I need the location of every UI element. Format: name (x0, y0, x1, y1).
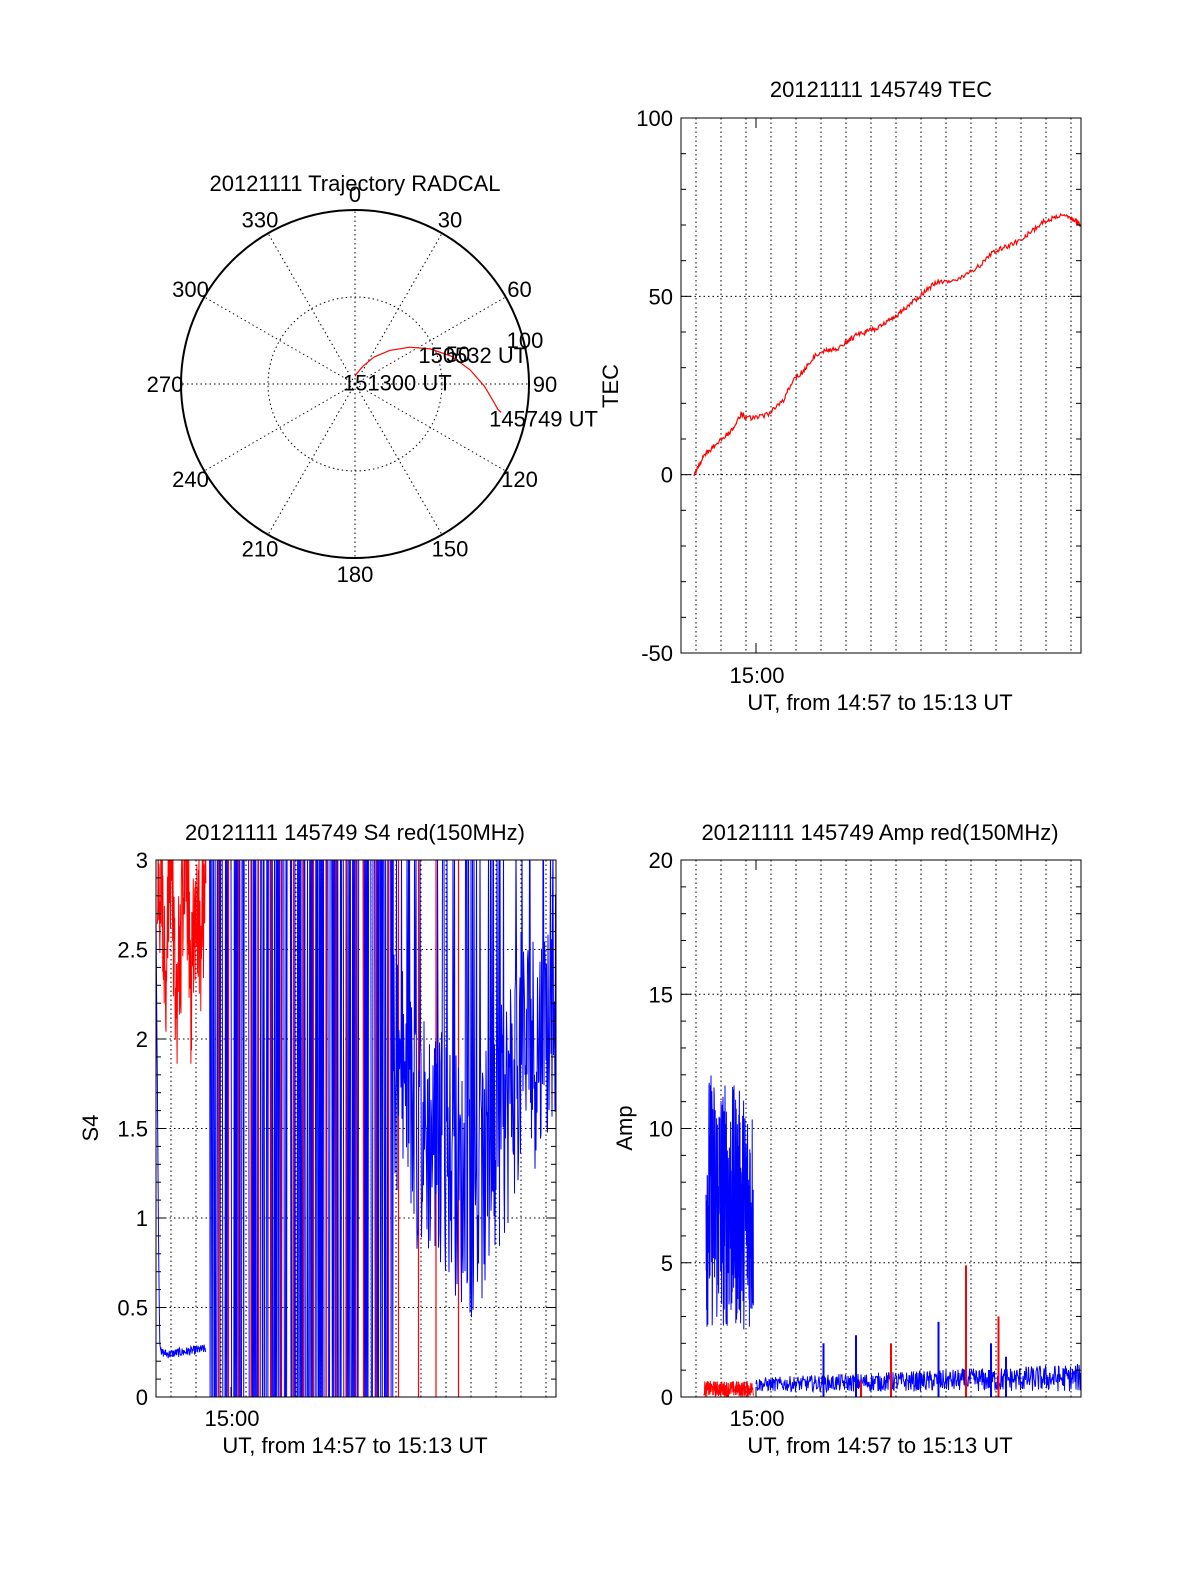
tec-x-tick-label: 15:00 (729, 663, 784, 688)
polar-radial-labels: 50 100 (446, 328, 544, 367)
polar-angle-label-150: 150 (432, 537, 469, 562)
polar-angle-label-330: 330 (242, 207, 279, 232)
polar-angle-label-30: 30 (438, 207, 462, 232)
s4-series-red-early (156, 860, 207, 1064)
polar-frame-circle (180, 209, 530, 559)
amp-y-tick-label: 0 (661, 1385, 673, 1410)
s4-y-tick-label: 2.5 (117, 938, 148, 963)
trajectory-polar-chart: 20121111 Trajectory RADCAL 0 30 60 90 120 150… (147, 171, 598, 587)
amp-y-tick-label: 5 (661, 1251, 673, 1276)
s4-series-blue-dense (209, 860, 394, 1397)
polar-angle-label-120: 120 (501, 467, 538, 492)
amp-series-blue-block (705, 1075, 754, 1330)
polar-grid-spoke (204, 296, 356, 385)
tec-y-tick-labels: -50 0 50 100 (636, 106, 673, 666)
amp-y-tick-label: 20 (649, 848, 673, 873)
amp-title: 20121111 145749 Amp red(150MHz) (701, 820, 1058, 845)
amp-x-tick-label: 15:00 (729, 1406, 784, 1431)
amp-series (703, 1075, 1082, 1398)
tec-grid (681, 118, 1081, 653)
polar-angle-label-240: 240 (172, 467, 209, 492)
trajectory-time-label: 151300 UT (343, 370, 452, 395)
polar-grid-spoke (354, 383, 443, 535)
s4-x-tick-label: 15:00 (204, 1406, 259, 1431)
s4-title: 20121111 145749 S4 red(150MHz) (185, 820, 525, 845)
tec-y-axis-label: TEC (598, 364, 623, 408)
tec-ticks (681, 117, 1081, 654)
polar-radial-label-50: 50 (446, 342, 470, 367)
polar-title: 20121111 Trajectory RADCAL (209, 171, 500, 196)
polar-grid-spoke (354, 383, 506, 472)
tec-series (693, 212, 1082, 477)
s4-y-tick-label: 0 (136, 1385, 148, 1410)
polar-grid-spoke (204, 383, 356, 472)
amp-ticks (681, 859, 1081, 1398)
s4-series-clipped (156, 860, 556, 1397)
trajectory-line (354, 346, 502, 413)
polar-angle-label-210: 210 (242, 537, 279, 562)
polar-grid (181, 210, 529, 558)
s4-x-axis-label: UT, from 14:57 to 15:13 UT (222, 1433, 487, 1458)
tec-series-line (693, 212, 1082, 477)
s4-y-tick-label: 1 (136, 1206, 148, 1231)
amp-chart: 20121111 145749 Amp red(150MHz) 0 5 10 15 20… (612, 820, 1082, 1458)
s4-series (156, 860, 556, 1397)
trajectory-time-label: 150532 UT (418, 343, 527, 368)
amp-x-axis-label: UT, from 14:57 to 15:13 UT (747, 1433, 1012, 1458)
amp-y-tick-label: 15 (649, 982, 673, 1007)
tec-y-tick-label: 100 (636, 106, 673, 131)
s4-y-tick-label: 3 (136, 848, 148, 873)
s4-series-blue-late (393, 860, 556, 1318)
s4-y-tick-labels: 0 0.5 1 1.5 2 2.5 3 (117, 848, 148, 1410)
amp-y-axis-label: Amp (612, 1105, 637, 1150)
tec-y-tick-label: 0 (661, 463, 673, 488)
s4-chart: 20121111 145749 S4 red(150MHz) 0 0.5 1 1.5 2… (78, 820, 557, 1458)
polar-grid-spoke (267, 233, 356, 385)
amp-series-red-band (703, 1380, 754, 1398)
polar-angle-label-270: 270 (147, 372, 184, 397)
amp-y-tick-labels: 0 5 10 15 20 (649, 848, 673, 1410)
s4-y-axis-label: S4 (78, 1115, 103, 1142)
polar-grid-spoke (354, 296, 506, 385)
s4-series-blue-early (156, 913, 207, 1359)
polar-angle-label-90: 90 (533, 372, 557, 397)
tec-plot-frame (680, 117, 1082, 654)
amp-y-tick-label: 10 (649, 1117, 673, 1142)
tec-x-axis-label: UT, from 14:57 to 15:13 UT (747, 690, 1012, 715)
tec-title: 20121111 145749 TEC (770, 77, 992, 102)
polar-radial-label-100: 100 (507, 328, 544, 353)
polar-grid-spoke (267, 383, 356, 535)
polar-angle-label-300: 300 (172, 277, 209, 302)
tec-y-tick-label: 50 (649, 284, 673, 309)
polar-grid-spoke (354, 233, 443, 385)
s4-y-tick-label: 0.5 (117, 1296, 148, 1321)
tec-y-tick-label: -50 (641, 641, 673, 666)
s4-y-tick-label: 1.5 (117, 1117, 148, 1142)
polar-angle-label-0: 0 (349, 182, 361, 207)
trajectory-time-label: 145749 UT (489, 406, 598, 431)
polar-angle-label-180: 180 (337, 562, 374, 587)
s4-y-tick-label: 2 (136, 1027, 148, 1052)
s4-ticks (156, 859, 556, 1398)
polar-angle-labels: 0 30 60 90 120 150 180 210 240 270 300 330 (147, 182, 558, 587)
amp-grid (681, 860, 1081, 1397)
amp-series-blue-floor (755, 1364, 1082, 1394)
polar-angle-label-60: 60 (507, 277, 531, 302)
